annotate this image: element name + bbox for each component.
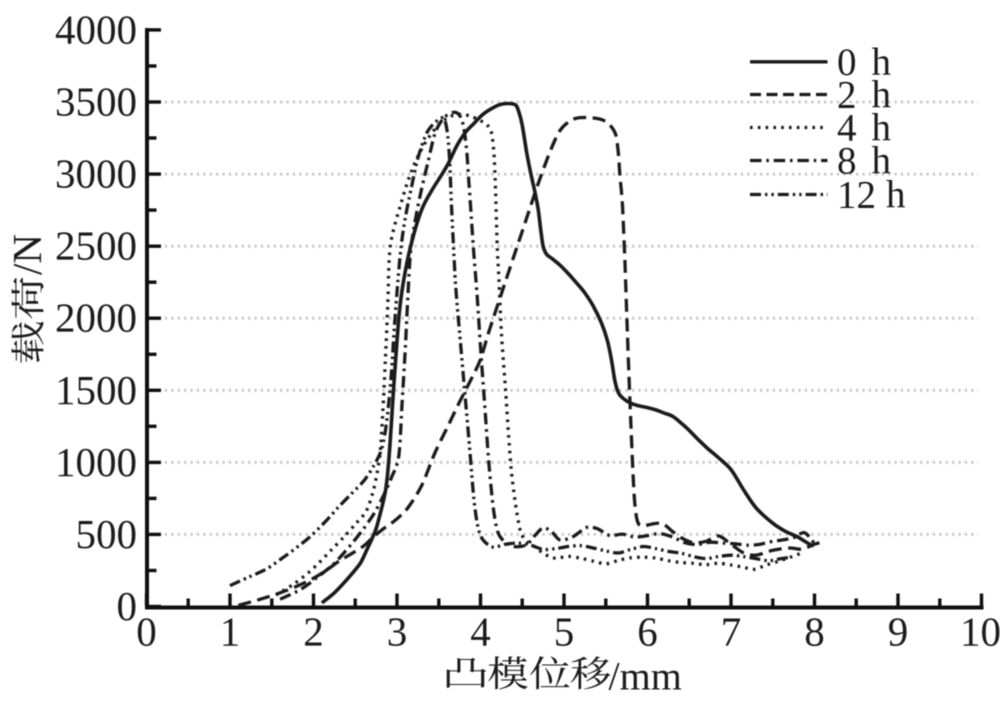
svg-text:12: 12 (837, 174, 876, 217)
svg-text:/mm: /mm (609, 654, 682, 699)
svg-text:4000: 4000 (55, 6, 137, 52)
svg-text:3500: 3500 (55, 79, 137, 125)
svg-text:3000: 3000 (55, 151, 137, 197)
svg-text:h: h (886, 174, 906, 217)
svg-text:2000: 2000 (55, 295, 137, 341)
svg-text:0: 0 (837, 41, 857, 84)
svg-text:1: 1 (220, 609, 241, 655)
svg-text:/N: /N (4, 234, 50, 275)
svg-text:8: 8 (837, 140, 857, 183)
svg-text:1500: 1500 (55, 367, 137, 413)
svg-text:h: h (872, 107, 892, 150)
svg-text:h: h (872, 41, 892, 84)
svg-text:2: 2 (303, 609, 324, 655)
svg-text:4: 4 (470, 609, 491, 655)
svg-text:2500: 2500 (55, 223, 137, 269)
svg-text:8: 8 (804, 609, 825, 655)
svg-text:0: 0 (117, 583, 138, 629)
svg-text:9: 9 (888, 609, 909, 655)
svg-text:500: 500 (76, 511, 138, 557)
svg-text:1000: 1000 (55, 439, 137, 485)
svg-text:4: 4 (837, 107, 857, 150)
svg-text:h: h (872, 140, 892, 183)
svg-text:0: 0 (136, 609, 157, 655)
svg-text:10: 10 (960, 609, 1000, 655)
svg-text:7: 7 (721, 609, 742, 655)
svg-text:3: 3 (387, 609, 408, 655)
svg-text:h: h (872, 74, 892, 117)
svg-text:5: 5 (554, 609, 575, 655)
svg-text:6: 6 (637, 609, 658, 655)
svg-text:2: 2 (837, 74, 857, 117)
